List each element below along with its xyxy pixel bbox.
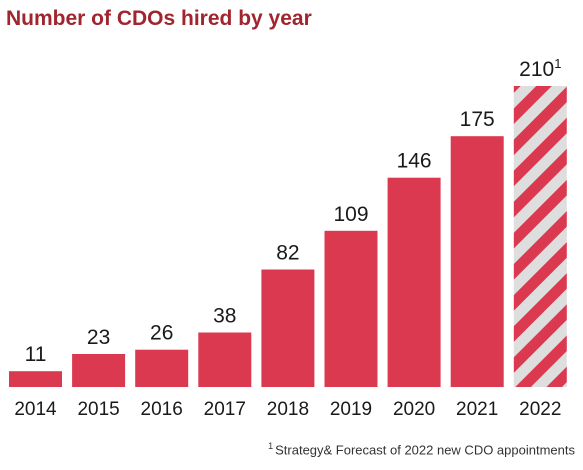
footnote-marker: 1: [268, 441, 274, 451]
bar-2015: [72, 354, 126, 387]
bar-2021: [450, 136, 504, 387]
value-label-2021: 175: [460, 108, 495, 131]
bars-layer: [9, 86, 567, 387]
x-tick-2014: 2014: [14, 399, 57, 420]
forecast-footnote-marker: 1: [554, 56, 561, 71]
footnote: 1 Strategy& Forecast of 2022 new CDO appo…: [268, 441, 575, 457]
forecast-bar-2022: [513, 86, 567, 387]
x-tick-2022: 2022: [519, 399, 561, 420]
value-label-2022: 2101: [519, 56, 561, 81]
bar-2016: [135, 349, 189, 387]
value-label-2016: 26: [150, 322, 173, 345]
x-tick-2017: 2017: [204, 399, 246, 420]
value-label-2014: 11: [25, 343, 47, 366]
x-tick-2018: 2018: [267, 399, 309, 420]
x-tick-2015: 2015: [77, 399, 119, 420]
bar-2019: [324, 230, 378, 387]
x-tick-labels: 2014 2015 2016 2017 2018 2019 2020 2021 2022: [14, 399, 561, 420]
bar-2014: [9, 371, 62, 387]
value-label-2019: 109: [333, 203, 368, 226]
value-labels-layer: 11 23 26 38 82 109 146 175 2101: [25, 56, 562, 366]
value-label-2017: 38: [213, 305, 236, 328]
bar-2018: [261, 269, 315, 387]
chart-title: Number of CDOs hired by year: [6, 7, 312, 30]
value-label-2015: 23: [87, 326, 110, 349]
value-label-2020: 146: [397, 150, 432, 173]
x-tick-2016: 2016: [141, 399, 183, 420]
x-tick-2021: 2021: [456, 399, 498, 420]
x-tick-2019: 2019: [330, 399, 372, 420]
bar-2020: [387, 177, 441, 387]
bar-2017: [198, 332, 252, 387]
value-label-2018: 82: [276, 242, 299, 265]
x-tick-2020: 2020: [393, 399, 435, 420]
footnote-text: Strategy& Forecast of 2022 new CDO appoi…: [275, 442, 575, 458]
